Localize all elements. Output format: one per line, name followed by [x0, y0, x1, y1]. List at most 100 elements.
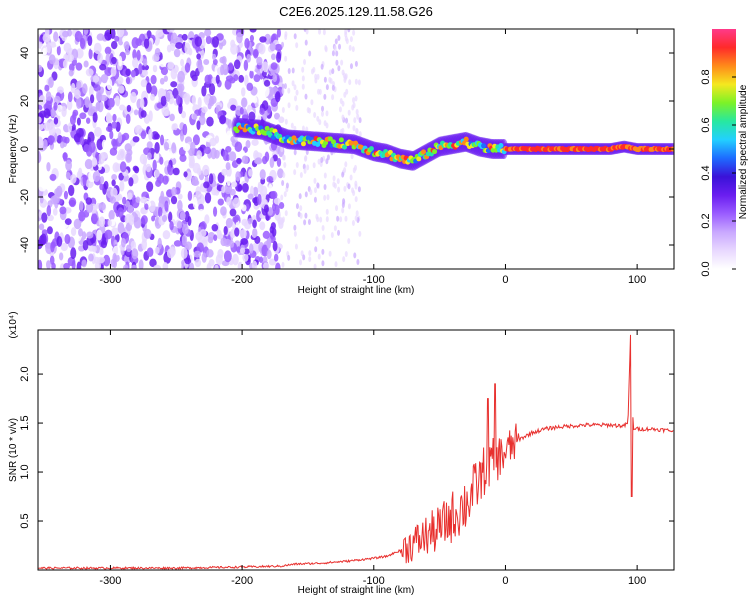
spectrogram-noise-cell [180, 58, 185, 67]
spectrogram-x-axis-label: Height of straight line (km) [298, 285, 415, 296]
colorbar-tick-label: 0.6 [700, 117, 712, 132]
spectrogram-noise-cell [205, 35, 212, 45]
spectrogram-noise-cell [315, 236, 319, 243]
spectrogram-noise-cell [336, 215, 340, 222]
spectrogram-noise-cell [313, 187, 317, 194]
spectrogram-noise-cell [146, 181, 154, 192]
spectrogram-y-tick-label: -40 [19, 237, 31, 253]
spectrogram-noise-cell [273, 253, 279, 262]
spectrogram-noise-cell [93, 42, 102, 55]
spectrogram-noise-cell [111, 227, 119, 236]
spectrogram-noise-cell [241, 182, 249, 193]
spectrogram-noise-cell [170, 68, 178, 80]
spectrogram-noise-cell [119, 161, 127, 173]
spectrogram-noise-cell [119, 180, 125, 192]
spectrogram-noise-cell [206, 249, 214, 258]
spectrogram-noise-cell [196, 150, 202, 160]
spectrogram-noise-cell [125, 77, 131, 85]
snr-x-axis-label: Height of straight line (km) [298, 585, 415, 596]
spectrogram-noise-cell [335, 205, 339, 212]
spectrogram-noise-cell [162, 230, 171, 240]
spectrogram-noise-cell [245, 203, 250, 212]
spectrogram-noise-cell [177, 193, 183, 200]
spectrogram-noise-cell [239, 229, 247, 239]
spectrogram-noise-cell [151, 188, 157, 201]
spectrogram-noise-cell [56, 134, 63, 144]
spectrogram-noise-cell [81, 259, 87, 268]
spectrogram-noise-cell [126, 148, 133, 157]
spectrogram-noise-cell [154, 141, 160, 154]
spectrogram-noise-cell [293, 84, 297, 91]
spectrogram-noise-cell [148, 110, 153, 122]
spectrogram-noise-cell [110, 56, 117, 65]
spectrogram-noise-cell [216, 229, 222, 240]
spectrogram-noise-cell [212, 58, 218, 66]
spectrogram-noise-cell [249, 243, 254, 254]
spectrogram-noise-cell [207, 236, 214, 244]
spectrogram-noise-cell [214, 264, 219, 269]
snr-y-tick-label: 2.0 [19, 366, 31, 381]
colorbar: 0.0 0.2 0.4 0.6 0.8 Normalized spectral ampl… [700, 29, 749, 277]
spectrogram-noise-cell [354, 95, 358, 102]
spectrogram-noise-cell [232, 197, 241, 208]
spectrogram-noise-cell [228, 151, 237, 162]
spectrogram-noise-cell [306, 107, 310, 114]
spectrogram-noise-cell [170, 81, 178, 88]
spectrogram-noise-cell [70, 227, 77, 237]
spectrogram-noise-cell [111, 121, 118, 129]
spectrogram-noise-cell [56, 236, 63, 247]
colorbar-tick-label: 0.0 [700, 261, 712, 276]
spectrogram-noise-cell [64, 136, 70, 144]
spectrogram-noise-cell [299, 172, 303, 179]
spectrogram-noise-cell [214, 189, 220, 196]
spectrogram-noise-cell [223, 225, 228, 235]
spectrogram-noise-cell [167, 61, 175, 70]
spectrogram-noise-cell [197, 208, 206, 218]
spectrogram-noise-cell [307, 218, 311, 225]
spectrogram-noise-cell [212, 206, 218, 217]
spectrogram-noise-cell [347, 238, 351, 245]
spectrogram-noise-cell [283, 162, 287, 169]
spectrogram-noise-cell [241, 204, 247, 212]
spectrogram-noise-cell [133, 166, 140, 174]
spectrogram-noise-cell [151, 215, 156, 222]
spectrogram-noise-cell [272, 240, 278, 252]
spectrogram-noise-cell [220, 64, 225, 76]
spectrogram-noise-cell [118, 85, 125, 94]
spectrogram-noise-cell [347, 203, 351, 210]
spectrogram-noise-cell [254, 158, 262, 165]
spectrogram-noise-cell [87, 35, 93, 47]
spectrogram-noise-cell [262, 256, 268, 265]
spectrogram-noise-cell [344, 251, 348, 258]
spectrogram-noise-cell [92, 245, 97, 253]
spectrogram-noise-cell [99, 175, 105, 184]
spectrogram-noise-cell [262, 230, 271, 239]
snr-multiplier-label: (x10⁴) [8, 311, 19, 338]
spectrogram-noise-cell [103, 248, 109, 257]
spectrogram-noise-cell [145, 163, 152, 173]
spectrogram-noise-cell [50, 241, 55, 253]
spectrogram-noise-cell [351, 187, 355, 194]
spectrogram-noise-cell [347, 29, 351, 33]
spectrogram-noise-cell [331, 50, 335, 57]
spectrogram-noise-cell [116, 29, 125, 38]
spectrogram-noise-cell [263, 204, 270, 213]
spectrogram-noise-cell [334, 261, 338, 268]
spectrogram-noise-cell [317, 158, 321, 165]
spectrogram-noise-cell [241, 97, 248, 108]
spectrogram-noise-cell [183, 92, 191, 103]
spectrogram-noise-cell [218, 40, 223, 50]
spectrogram-noise-cell [112, 139, 118, 151]
spectrogram-y-axis-label: Frequency (Hz) [8, 115, 19, 184]
spectrogram-noise-cell [287, 87, 291, 94]
spectrogram-noise-cell [165, 92, 171, 103]
spectrogram-noise-cell [49, 255, 55, 265]
spectrogram-noise-cell [93, 84, 101, 92]
spectrogram-noise-cell [320, 63, 324, 70]
spectrogram-noise-cell [197, 96, 202, 109]
spectrogram-noise-cell [164, 200, 169, 212]
spectrogram-noise-cell [118, 172, 124, 181]
spectrogram-noise-cell [331, 68, 335, 75]
spectrogram-noise-cell [140, 207, 146, 215]
spectrogram-noise-cell [195, 186, 202, 198]
